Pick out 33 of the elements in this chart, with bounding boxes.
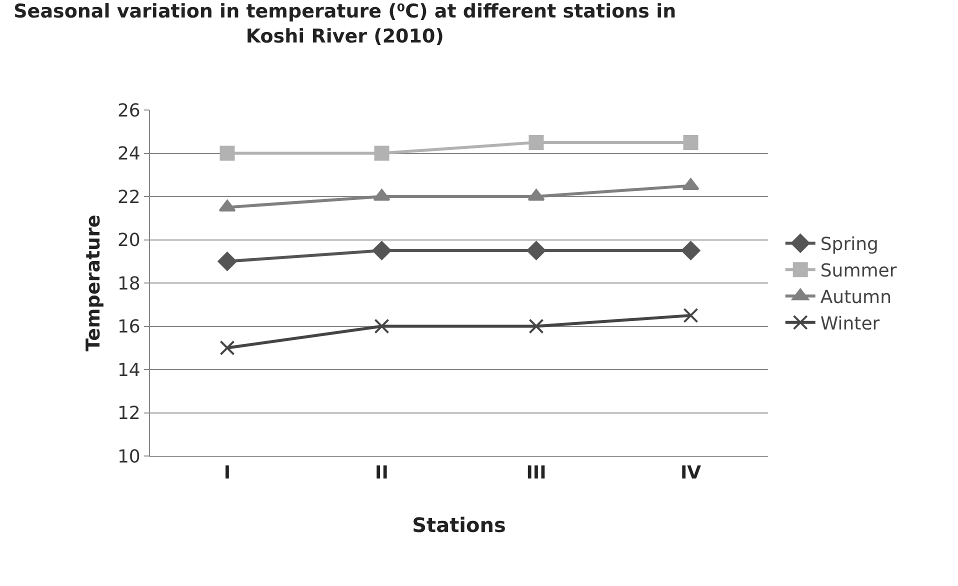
y-tick-label: 22 — [117, 186, 140, 208]
point — [681, 241, 700, 260]
y-tick-label: 20 — [117, 230, 140, 252]
x-tick-label: I — [224, 462, 231, 484]
legend-label: Autumn — [820, 287, 892, 308]
x-axis-title: Stations — [412, 513, 506, 538]
x-tick-label: II — [375, 462, 388, 484]
y-tick-label: 16 — [117, 316, 140, 338]
point — [683, 134, 698, 150]
point — [526, 241, 546, 260]
y-tick-label: 12 — [117, 403, 140, 424]
point — [220, 340, 235, 356]
y-tick-label: 10 — [117, 446, 140, 468]
point — [372, 241, 392, 260]
point — [528, 134, 544, 150]
x-tick-label: III — [526, 462, 546, 484]
point — [220, 146, 235, 161]
point — [528, 318, 544, 334]
legend-label: Spring — [820, 234, 878, 256]
x-tick-label: IV — [680, 462, 702, 484]
point — [374, 146, 390, 161]
y-tick-label: 18 — [117, 273, 140, 294]
point — [374, 318, 390, 334]
point — [218, 200, 236, 212]
y-tick-label: 24 — [117, 144, 140, 165]
legend-label: Winter — [820, 313, 880, 334]
point — [683, 308, 698, 323]
y-tick-label: 14 — [117, 360, 140, 381]
y-axis-title: Temperature — [82, 214, 104, 352]
chart-title: Seasonal variation in temperature (⁰C) at different stations in Koshi River (2010) — [14, 0, 676, 48]
legend-label: Summer — [820, 260, 898, 282]
y-tick-label: 26 — [117, 100, 140, 122]
point — [218, 252, 237, 271]
